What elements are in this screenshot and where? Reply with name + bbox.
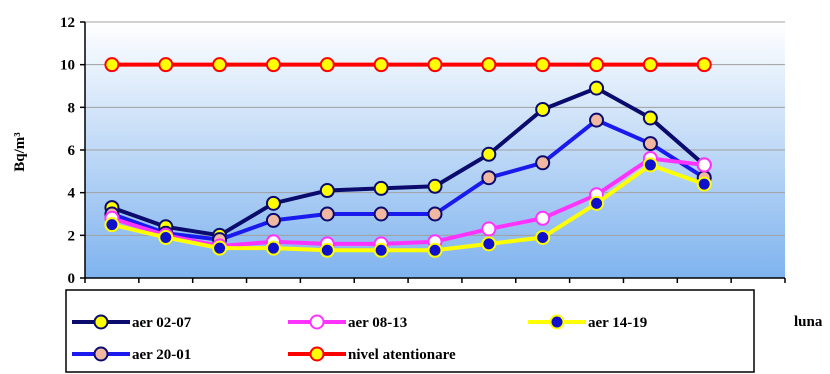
data-point — [265, 212, 281, 228]
data-point — [589, 57, 605, 73]
data-point — [319, 242, 335, 258]
legend-marker — [309, 314, 325, 330]
y-tick-label: 0 — [68, 271, 76, 287]
legend: aer 02-07 aer 08-13 aer 14-19 aer 20-01 nive… — [65, 289, 755, 373]
y-tick-label: 4 — [68, 186, 76, 202]
legend-marker — [93, 314, 109, 330]
data-point — [319, 206, 335, 222]
data-point — [373, 206, 389, 222]
legend-marker — [93, 346, 109, 362]
data-point — [265, 195, 281, 211]
legend-item: aer 02-07 — [72, 314, 192, 331]
legend-label: aer 20-01 — [132, 347, 191, 363]
data-point — [535, 57, 551, 73]
data-point — [427, 206, 443, 222]
legend-item: aer 08-13 — [288, 314, 407, 331]
data-point — [589, 195, 605, 211]
legend-item: nivel atentionare — [288, 346, 456, 363]
data-point — [373, 242, 389, 258]
legend-label: aer 08-13 — [348, 315, 407, 331]
y-tick-label: 10 — [60, 58, 75, 74]
data-point — [427, 57, 443, 73]
data-point — [158, 57, 174, 73]
data-point — [696, 176, 712, 192]
y-tick-label: 8 — [68, 100, 76, 116]
data-point — [535, 155, 551, 171]
data-point — [212, 57, 228, 73]
x-axis-title: luna — [794, 314, 823, 330]
data-point — [104, 217, 120, 233]
data-point — [265, 240, 281, 256]
series-line — [111, 86, 706, 238]
y-tick-label: 2 — [68, 228, 76, 244]
data-point — [481, 57, 497, 73]
legend-label: nivel atentionare — [348, 347, 456, 363]
legend-box — [65, 289, 755, 373]
data-point — [696, 157, 712, 173]
series-aer-14-19 — [104, 157, 712, 258]
data-point — [642, 110, 658, 126]
data-point — [642, 157, 658, 173]
data-point — [427, 178, 443, 194]
data-point — [212, 240, 228, 256]
legend-label: aer 02-07 — [132, 315, 192, 331]
data-point — [589, 80, 605, 96]
data-point — [481, 221, 497, 237]
data-point — [373, 57, 389, 73]
data-point — [104, 57, 120, 73]
data-point — [642, 57, 658, 73]
series-line — [111, 118, 706, 242]
series-nivel-atentionare — [104, 57, 712, 73]
data-point — [481, 236, 497, 252]
legend-label: aer 14-19 — [588, 315, 647, 331]
legend-item: aer 20-01 — [72, 346, 191, 363]
legend-item: aer 14-19 — [528, 314, 647, 331]
data-point — [373, 180, 389, 196]
data-point — [158, 229, 174, 245]
legend-marker — [549, 314, 565, 330]
series-line — [111, 162, 705, 253]
axes — [80, 21, 786, 283]
series-line — [111, 156, 705, 248]
data-point — [589, 112, 605, 128]
y-tick-label: 12 — [60, 15, 75, 31]
data-point — [535, 229, 551, 245]
legend-marker — [309, 346, 325, 362]
data-point — [481, 146, 497, 162]
data-point — [481, 170, 497, 186]
y-tick-label: 6 — [68, 143, 76, 159]
y-axis-title: Bq/m³ — [12, 132, 28, 172]
data-point — [265, 57, 281, 73]
series-layer — [104, 57, 712, 258]
data-point — [696, 57, 712, 73]
data-point — [642, 136, 658, 152]
data-point — [319, 183, 335, 199]
data-point — [427, 242, 443, 258]
y-tick-labels: 0 2 4 6 8 10 12 — [60, 15, 76, 287]
data-point — [319, 57, 335, 73]
data-point — [535, 101, 551, 117]
data-point — [535, 210, 551, 226]
